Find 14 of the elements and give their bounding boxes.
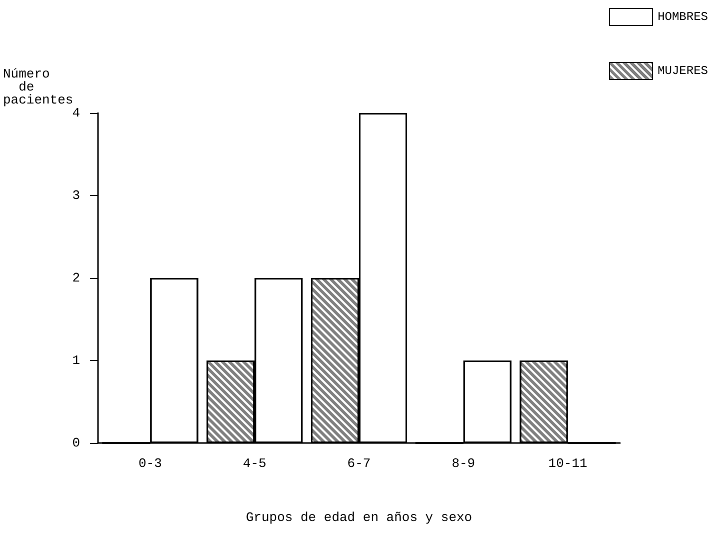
y-tick-label: 2 <box>72 270 80 286</box>
legend-label: HOMBRES <box>658 10 708 24</box>
x-tick-label: 0-3 <box>138 456 162 471</box>
x-tick-label: 10-11 <box>548 456 588 471</box>
x-tick-label: 8-9 <box>452 456 476 471</box>
x-tick-label: 6-7 <box>347 456 371 471</box>
y-tick-label: 3 <box>72 188 80 203</box>
y-tick-label: 1 <box>72 353 80 368</box>
legend-label: MUJERES <box>658 64 708 78</box>
y-tick-label: 0 <box>72 436 80 450</box>
y-axis-title: Número de pacientes <box>3 66 74 108</box>
y-tick-label: 4 <box>72 106 80 120</box>
x-tick-label: 4-5 <box>242 456 266 471</box>
x-axis-title: Grupos de edad en años y sexo <box>246 510 472 525</box>
